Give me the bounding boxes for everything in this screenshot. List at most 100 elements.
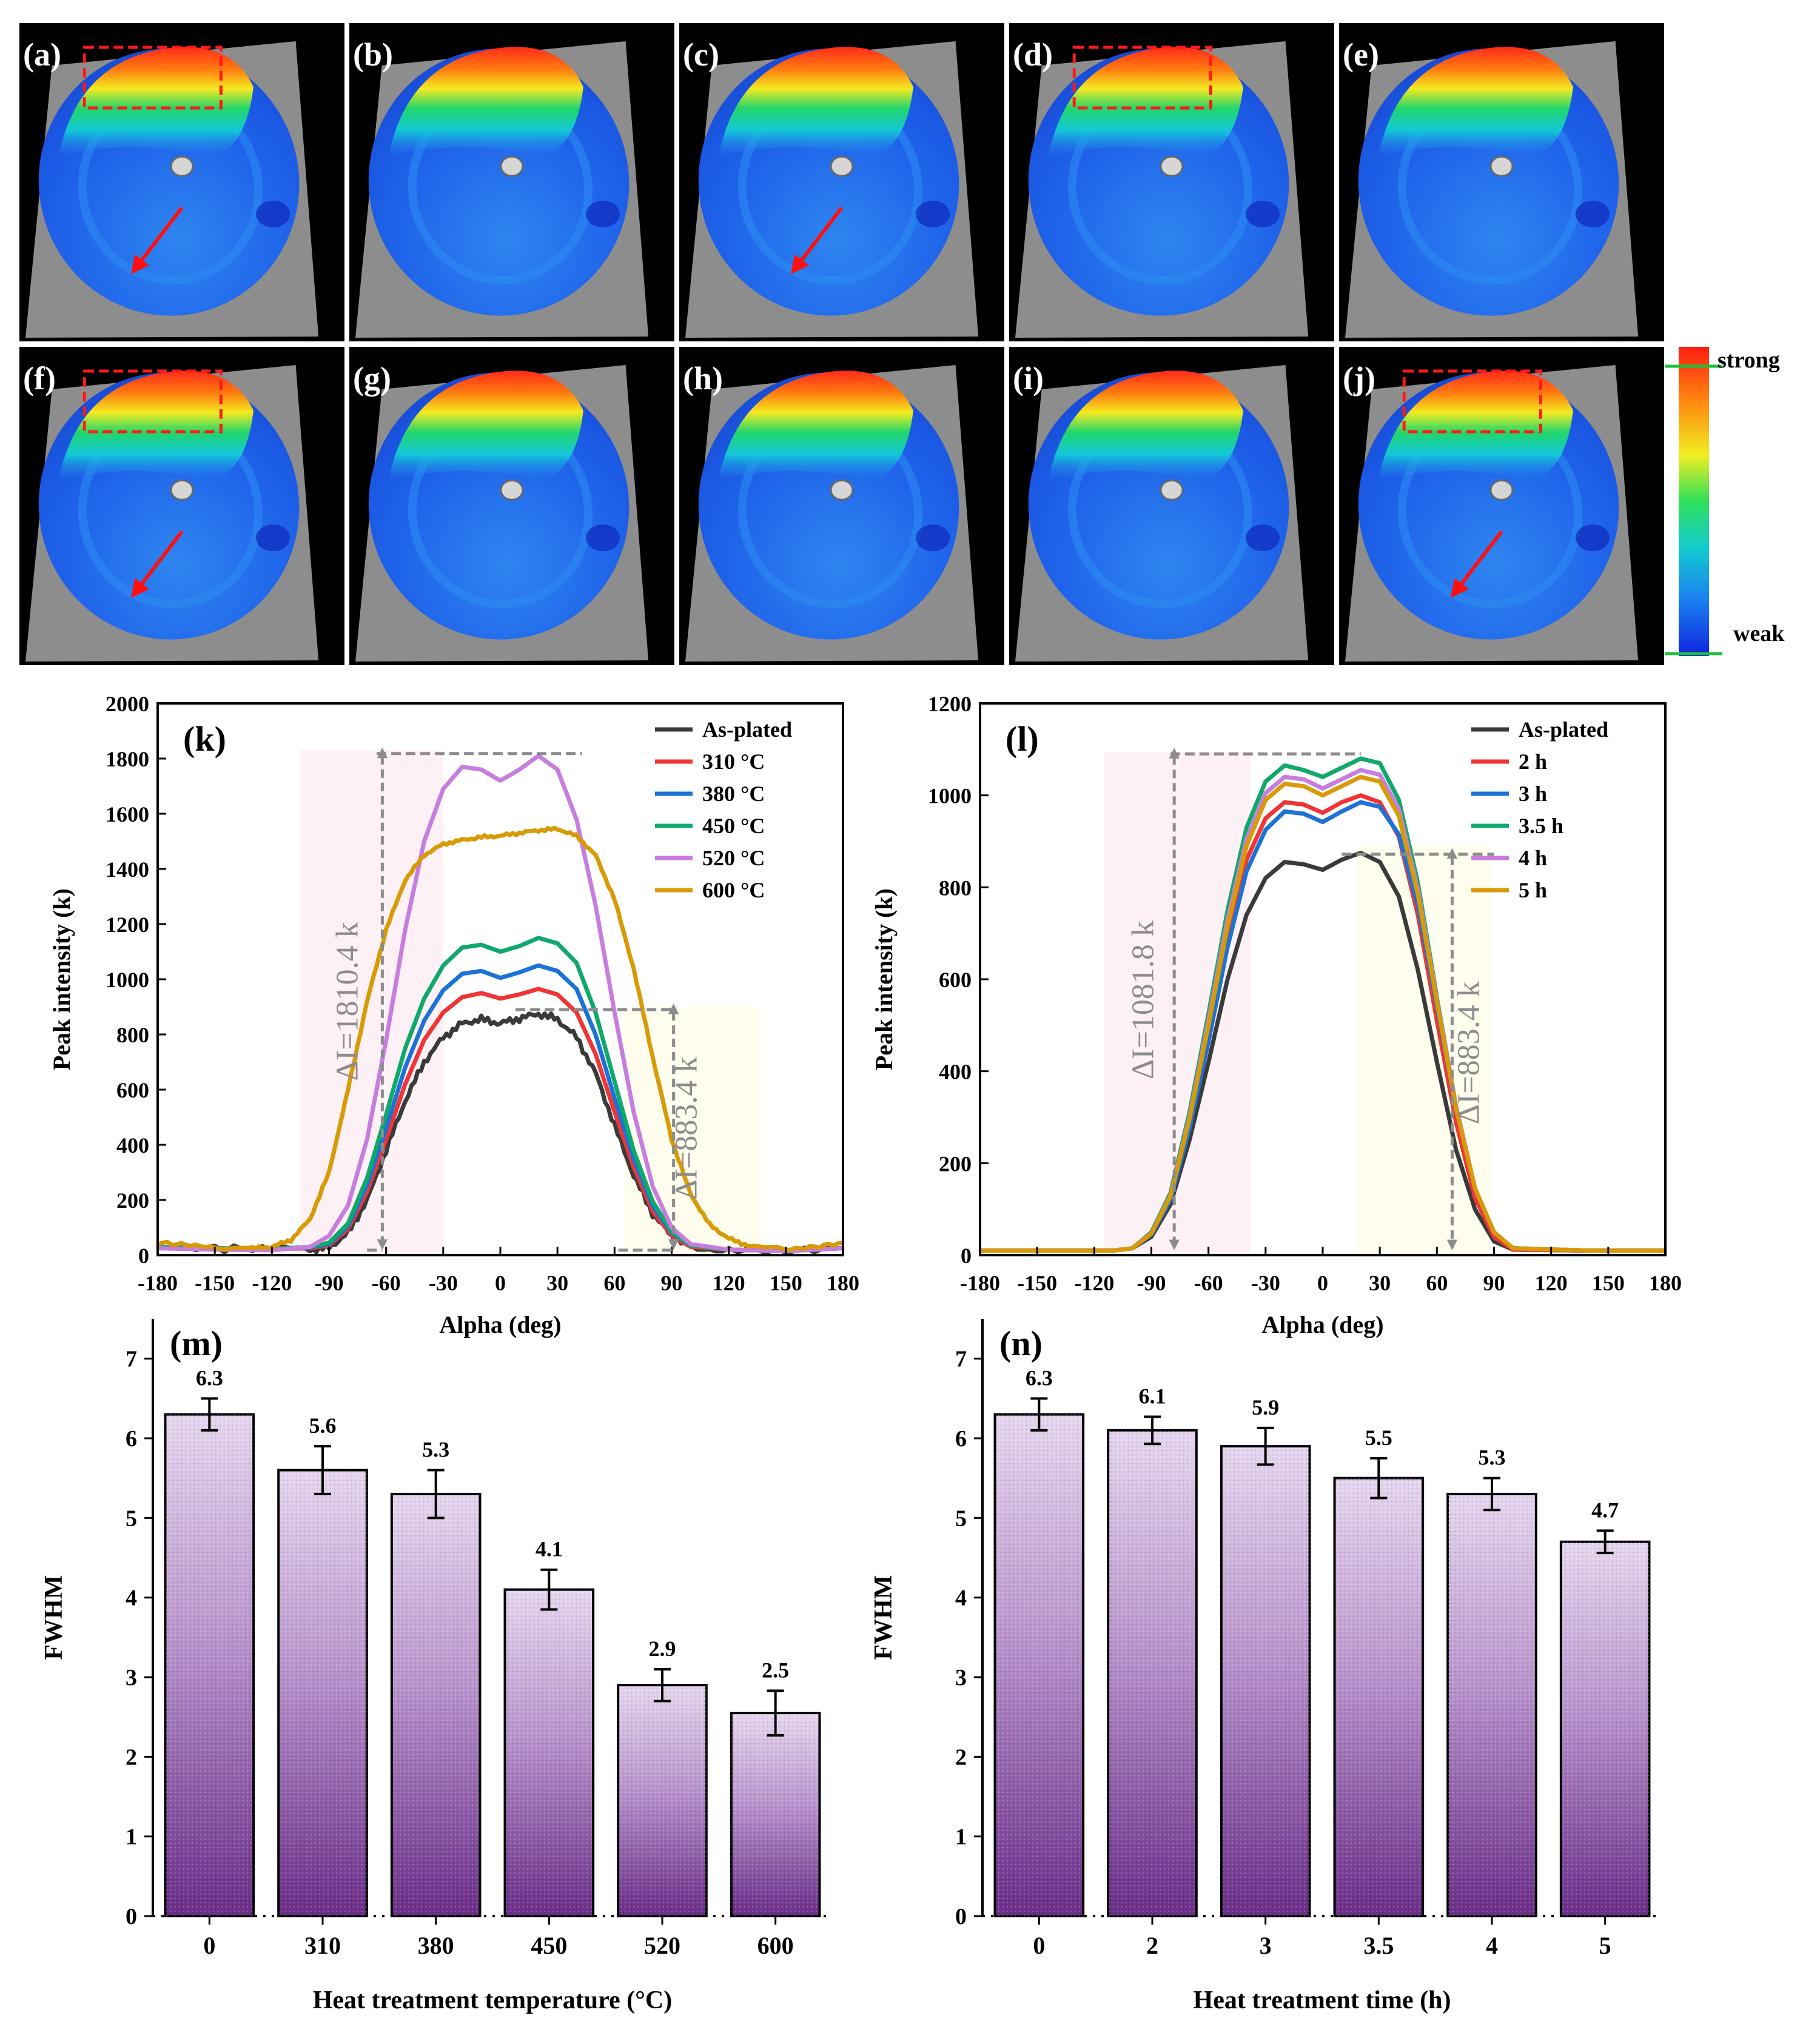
x-tick-label: 30: [546, 1271, 568, 1295]
y-tick-label: 5: [955, 1506, 967, 1531]
x-tick-label: 180: [1649, 1271, 1682, 1295]
legend-label: 5 h: [1519, 878, 1547, 902]
pole-figure-panel: (e): [1339, 23, 1664, 341]
value-label: 5.5: [1365, 1426, 1392, 1450]
y-tick-label: 1000: [106, 968, 149, 992]
x-tick-label: -60: [372, 1271, 401, 1295]
x-tick-label: -180: [138, 1271, 178, 1295]
legend-label: 3.5 h: [1519, 814, 1563, 838]
pole-figure-center: [170, 479, 194, 501]
panel-label: (i): [1013, 360, 1044, 397]
value-label: 6.3: [196, 1366, 223, 1390]
x-tick-label: 180: [827, 1271, 859, 1295]
y-tick-label: 3: [126, 1665, 137, 1691]
value-label: 2.5: [762, 1658, 789, 1682]
series-line: [157, 936, 844, 1253]
pole-figure-dent: [1246, 201, 1280, 227]
panel-label: (m): [170, 1324, 223, 1363]
legend-label: 600 °C: [702, 878, 765, 902]
pole-figure-dent: [1576, 201, 1610, 227]
legend-label: 520 °C: [702, 846, 765, 870]
y-axis-label: Peak intensity (k): [48, 888, 75, 1070]
y-tick-label: 1200: [928, 692, 972, 716]
pole-figure-center: [1160, 479, 1184, 501]
x-tick-label: -60: [1194, 1271, 1223, 1295]
x-tick-label: -90: [315, 1271, 344, 1295]
panel-label: (c): [683, 36, 719, 73]
pole-figure-panel: (a): [19, 23, 344, 341]
pole-figure-peak: [58, 47, 254, 157]
x-tick-label: 2: [1146, 1932, 1158, 1959]
panel-label: (h): [683, 360, 723, 397]
y-axis-label: Peak intensity (k): [870, 888, 898, 1070]
panel-label: (e): [1343, 36, 1379, 73]
x-tick-label: 450: [531, 1932, 567, 1959]
y-tick-label: 1000: [928, 784, 972, 808]
pole-figure-dent: [586, 525, 620, 551]
bar-texture: [391, 1493, 480, 1916]
bar-texture: [1560, 1541, 1650, 1916]
pole-figure-dent: [1576, 525, 1610, 551]
y-tick-label: 0: [955, 1904, 967, 1929]
x-axis-label: Alpha (deg): [439, 1311, 561, 1338]
legend-label: 310 °C: [702, 749, 765, 774]
pole-figure-peak: [1378, 47, 1573, 157]
legend-label: 4 h: [1519, 846, 1547, 870]
y-tick-label: 5: [126, 1506, 137, 1531]
y-tick-label: 800: [116, 1023, 149, 1047]
value-label: 2.9: [649, 1637, 676, 1661]
chart-m: 6.3 0 5.6 310 5.3 380 4.1 450 2.9 520 2.5 600 0 1 2 3 4 5…: [40, 1319, 832, 2014]
pole-figure-center: [500, 155, 524, 177]
legend-label: As-plated: [1519, 717, 1608, 742]
pole-figure-center: [1489, 155, 1514, 177]
series-line: [157, 753, 844, 1253]
bar-texture: [1221, 1446, 1310, 1916]
x-tick-label: 0: [495, 1271, 506, 1295]
pole-figure-peak: [1048, 370, 1243, 481]
legend-label: 3 h: [1519, 782, 1547, 806]
x-tick-label: -150: [195, 1271, 235, 1295]
pole-figure-center: [830, 479, 854, 501]
highlight-box: [82, 45, 223, 110]
bar-texture: [165, 1414, 254, 1916]
legend-label: 380 °C: [702, 782, 765, 806]
x-tick-label: -180: [960, 1271, 1000, 1295]
pole-figure-dent: [256, 201, 290, 227]
y-tick-label: 2000: [106, 692, 149, 716]
pole-figure-panel: (g): [349, 347, 674, 665]
panel-label: (d): [1013, 36, 1053, 73]
y-tick-label: 7: [126, 1347, 137, 1372]
bar-texture: [618, 1685, 707, 1916]
pole-figure-dent: [256, 525, 290, 551]
red-arrow: [130, 530, 184, 598]
pole-figure-panel: (j): [1339, 347, 1664, 665]
x-tick-label: 150: [1592, 1271, 1625, 1295]
legend-label: 450 °C: [702, 814, 765, 838]
y-tick-label: 4: [955, 1586, 967, 1611]
x-axis-label: Heat treatment temperature (°C): [313, 1986, 673, 2014]
y-tick-label: 200: [939, 1151, 972, 1176]
value-label: 5.3: [1479, 1446, 1506, 1470]
y-tick-label: 2: [126, 1744, 137, 1770]
x-tick-label: -120: [252, 1271, 292, 1295]
red-arrow: [790, 206, 844, 275]
y-tick-label: 400: [116, 1133, 149, 1158]
y-tick-label: 400: [939, 1060, 972, 1084]
x-tick-label: 600: [757, 1932, 794, 1959]
y-tick-label: 0: [138, 1244, 149, 1268]
y-tick-label: 6: [126, 1426, 137, 1452]
x-tick-label: 120: [713, 1271, 745, 1295]
value-label: 4.1: [536, 1537, 563, 1561]
bar-texture: [1334, 1478, 1423, 1916]
pole-figure-panel: (c): [679, 23, 1004, 341]
y-tick-label: 4: [126, 1586, 137, 1611]
bar-texture: [1448, 1493, 1536, 1916]
colorbar-weak-label: weak: [1733, 621, 1785, 646]
legend-label: 2 h: [1519, 749, 1547, 774]
panel-label: (f): [23, 360, 56, 397]
red-arrow: [1450, 530, 1503, 598]
pole-figure-panel: (b): [349, 23, 674, 341]
x-tick-label: 60: [603, 1271, 625, 1295]
y-tick-label: 1400: [106, 857, 149, 882]
